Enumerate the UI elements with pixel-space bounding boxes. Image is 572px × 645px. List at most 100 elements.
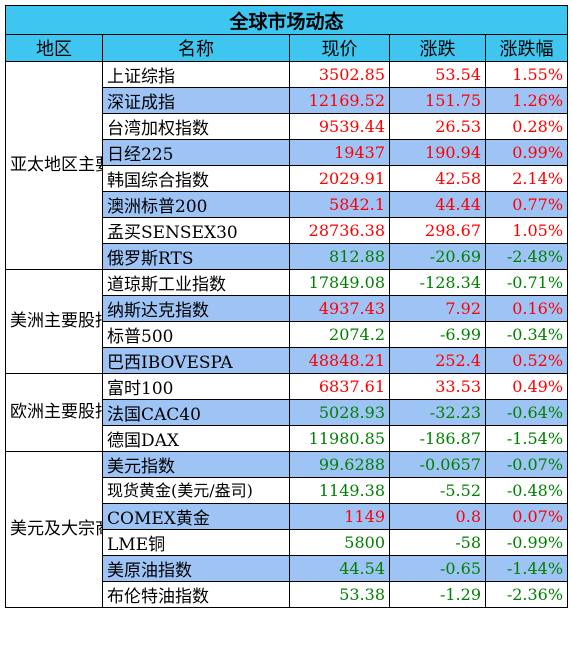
percent-value: 2.14% xyxy=(484,165,569,192)
index-name: 台湾加权指数 xyxy=(102,113,290,140)
percent-value: -1.54% xyxy=(484,425,569,452)
percent-value: -2.36% xyxy=(484,581,569,608)
region-label: 亚太地区主要股指 xyxy=(5,61,103,270)
header-percent: 涨跌幅 xyxy=(484,34,569,62)
index-name: 富时100 xyxy=(102,373,290,400)
change-value: -128.34 xyxy=(389,269,486,296)
price-value: 99.6288 xyxy=(289,451,390,478)
table-row: 美洲主要股指 道琼斯工业指数 17849.08 -128.34 -0.71% xyxy=(5,269,569,374)
price-value: 812.88 xyxy=(289,243,390,270)
price-value: 1149.38 xyxy=(289,477,390,504)
percent-value: -0.34% xyxy=(484,321,569,348)
table-row: 欧洲主要股指 富时100 6837.61 33.53 0.49% xyxy=(5,373,569,452)
percent-value: 0.07% xyxy=(484,503,569,530)
price-value: 53.38 xyxy=(289,581,390,608)
table-row: 孟买SENSEX30 28736.38 298.67 1.05% xyxy=(6,217,569,244)
index-name: 韩国综合指数 xyxy=(102,165,290,192)
index-name: 巴西IBOVESPA xyxy=(102,347,290,374)
table-row: 台湾加权指数 9539.44 26.53 0.28% xyxy=(6,113,569,140)
index-name: 标普500 xyxy=(102,321,290,348)
price-value: 9539.44 xyxy=(289,113,390,140)
index-name: 俄罗斯RTS xyxy=(102,243,290,270)
table-row: COMEX黄金 1149 0.8 0.07% xyxy=(6,503,569,530)
table-row: 日经225 19437 190.94 0.99% xyxy=(6,139,569,166)
percent-value: -0.64% xyxy=(484,399,569,426)
change-value: -20.69 xyxy=(389,243,486,270)
index-name: 日经225 xyxy=(102,139,290,166)
percent-value: -2.48% xyxy=(484,243,569,270)
price-value: 6837.61 xyxy=(289,373,390,400)
table-row: 纳斯达克指数 4937.43 7.92 0.16% xyxy=(6,295,569,322)
percent-value: -0.48% xyxy=(484,477,569,504)
index-name: 德国DAX xyxy=(102,425,290,452)
table-title: 全球市场动态 xyxy=(4,5,569,35)
percent-value: 0.99% xyxy=(484,139,569,166)
price-value: 11980.85 xyxy=(289,425,390,452)
price-value: 2029.91 xyxy=(289,165,390,192)
price-value: 3502.85 xyxy=(289,61,390,88)
region-label: 美元及大宗商品（截止当日07:00） xyxy=(5,451,103,608)
percent-value: -0.07% xyxy=(484,451,569,478)
index-name: 美原油指数 xyxy=(102,555,290,582)
percent-value: 1.55% xyxy=(484,61,569,88)
change-value: -186.87 xyxy=(389,425,486,452)
price-value: 17849.08 xyxy=(289,269,390,296)
index-name: 法国CAC40 xyxy=(102,399,290,426)
change-value: 190.94 xyxy=(389,139,486,166)
price-value: 2074.2 xyxy=(289,321,390,348)
percent-value: 0.49% xyxy=(484,373,569,400)
index-name: 美元指数 xyxy=(102,451,290,478)
change-value: -0.0657 xyxy=(389,451,486,478)
price-value: 44.54 xyxy=(289,555,390,582)
price-value: 28736.38 xyxy=(289,217,390,244)
index-name: 现货黄金(美元/盎司) xyxy=(102,477,290,504)
table-row: 深证成指 12169.52 151.75 1.26% xyxy=(6,87,569,114)
header-name: 名称 xyxy=(102,34,290,62)
index-name: 纳斯达克指数 xyxy=(102,295,290,322)
change-value: -58 xyxy=(389,529,486,556)
change-value: -0.65 xyxy=(389,555,486,582)
price-value: 5028.93 xyxy=(289,399,390,426)
percent-value: 1.26% xyxy=(484,87,569,114)
header-price: 现价 xyxy=(289,34,390,62)
index-name: 道琼斯工业指数 xyxy=(102,269,290,296)
header-region: 地区 xyxy=(5,34,103,62)
title-row: 全球市场动态 xyxy=(4,5,569,35)
change-value: 33.53 xyxy=(389,373,486,400)
price-value: 48848.21 xyxy=(289,347,390,374)
table-row: 法国CAC40 5028.93 -32.23 -0.64% xyxy=(6,399,569,426)
index-name: 布伦特油指数 xyxy=(102,581,290,608)
price-value: 19437 xyxy=(289,139,390,166)
change-value: 53.54 xyxy=(389,61,486,88)
change-value: 298.67 xyxy=(389,217,486,244)
percent-value: 0.16% xyxy=(484,295,569,322)
price-value: 5800 xyxy=(289,529,390,556)
percent-value: -1.44% xyxy=(484,555,569,582)
index-name: 澳洲标普200 xyxy=(102,191,290,218)
region-label: 欧洲主要股指 xyxy=(5,373,103,452)
region-label: 美洲主要股指 xyxy=(5,269,103,374)
percent-value: -0.99% xyxy=(484,529,569,556)
index-name: 上证综指 xyxy=(102,61,290,88)
table-row: LME铜 5800 -58 -0.99% xyxy=(6,529,569,556)
index-name: LME铜 xyxy=(102,529,290,556)
index-name: 孟买SENSEX30 xyxy=(102,217,290,244)
change-value: 0.8 xyxy=(389,503,486,530)
market-table-body: 全球市场动态 地区 名称 现价 涨跌 涨跌幅 亚太地区主要股指上证综指3502.… xyxy=(4,5,569,608)
change-value: 252.4 xyxy=(389,347,486,374)
table-row: 美原油指数 44.54 -0.65 -1.44% xyxy=(6,555,569,582)
change-value: -6.99 xyxy=(389,321,486,348)
percent-value: 0.52% xyxy=(484,347,569,374)
change-value: 42.58 xyxy=(389,165,486,192)
percent-value: 0.28% xyxy=(484,113,569,140)
percent-value: -0.71% xyxy=(484,269,569,296)
change-value: -32.23 xyxy=(389,399,486,426)
percent-value: 1.05% xyxy=(484,217,569,244)
header-row: 地区 名称 现价 涨跌 涨跌幅 xyxy=(5,34,569,62)
price-value: 5842.1 xyxy=(289,191,390,218)
table-row: 布伦特油指数 53.38 -1.29 -2.36% xyxy=(6,581,569,608)
table-row: 美元及大宗商品（截止当日07:00）美元指数99.6288-0.0657-0.0… xyxy=(5,451,569,608)
header-change: 涨跌 xyxy=(389,34,486,62)
price-value: 4937.43 xyxy=(289,295,390,322)
